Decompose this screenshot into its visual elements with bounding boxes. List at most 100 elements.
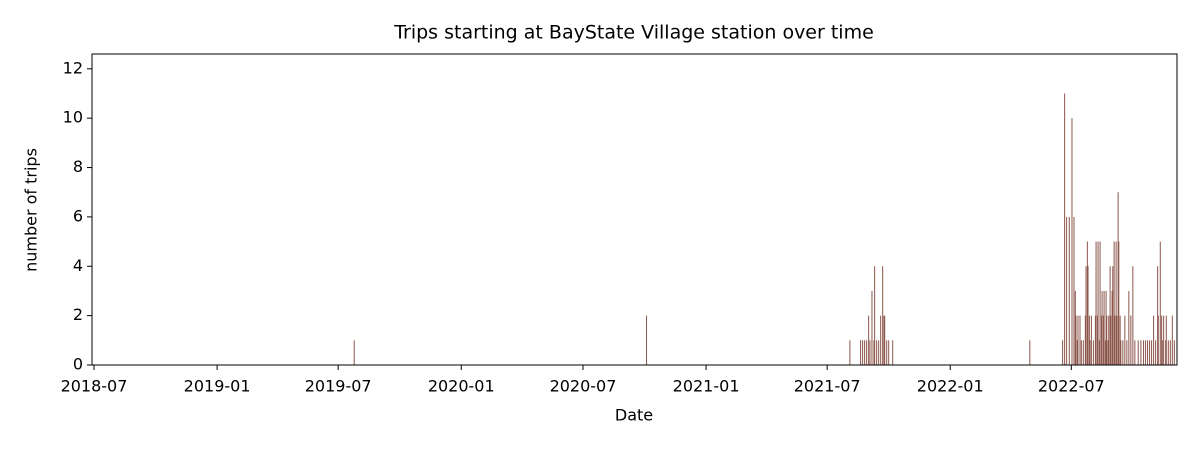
bar [1110,315,1112,365]
bar [1161,340,1163,365]
bar [1117,192,1119,365]
bar [1095,241,1097,365]
chart-title: Trips starting at BayState Village stati… [393,22,874,44]
bar [1115,241,1117,365]
bar [1151,340,1153,365]
bar [1122,340,1124,365]
x-tick-label: 2020-01 [428,377,495,396]
bar [864,340,866,365]
y-axis-label: number of trips [22,148,41,272]
bar [1112,266,1114,365]
bar [1119,315,1121,365]
bar [1130,315,1132,365]
bar [873,340,875,365]
y-tick-label: 8 [73,157,83,176]
bar [1071,118,1073,365]
bar [1128,290,1130,365]
x-tick-label: 2019-07 [305,377,372,396]
bar [1113,241,1115,365]
bar [1159,241,1161,365]
bar [1104,340,1106,365]
y-tick-label: 0 [73,355,83,374]
bar [1090,315,1092,365]
bar [1165,315,1167,365]
y-tick-label: 10 [63,108,83,127]
bar [1101,290,1103,365]
bar [1096,315,1098,365]
bar [1114,315,1116,365]
bar [883,315,885,365]
bar [1088,315,1090,365]
bar [892,340,894,365]
bar [646,315,648,365]
bar [1157,266,1159,365]
x-tick-label: 2021-07 [794,377,861,396]
bar [1084,315,1086,365]
bar [1111,290,1113,365]
bar [860,340,862,365]
bar [1099,241,1101,365]
bar [1077,315,1079,365]
bar [1075,315,1077,365]
bar [1064,93,1066,365]
x-tick-label: 2018-07 [61,377,128,396]
bar [1106,315,1108,365]
bar [1165,340,1167,365]
bar [1137,340,1139,365]
bar [880,315,882,365]
bar [1116,315,1118,365]
x-tick-label: 2022-07 [1038,377,1105,396]
bar [1140,340,1142,365]
y-tick-label: 4 [73,256,83,275]
bar [1118,241,1120,365]
bar [1080,340,1082,365]
bar [888,340,890,365]
bar [1155,340,1157,365]
x-axis-label: Date [615,406,653,425]
bar [1092,340,1094,365]
bar [876,340,878,365]
y-tick-label: 2 [73,305,83,324]
bar [1107,340,1109,365]
bar [1087,266,1089,365]
bar [1082,340,1084,365]
bar [1098,340,1100,365]
bar [1068,216,1070,365]
x-tick-label: 2021-01 [673,377,740,396]
bar [871,290,873,365]
bar [1171,315,1173,365]
y-tick-label: 6 [73,206,83,225]
bar [1029,340,1031,365]
bar [849,340,851,365]
bar [1076,340,1078,365]
bar [1124,315,1126,365]
bar [1105,290,1107,365]
bar [868,315,870,365]
bar [1145,340,1147,365]
bar [1103,290,1105,365]
y-tick-label: 12 [63,58,83,77]
bar [1149,340,1151,365]
x-tick-label: 2022-01 [917,377,984,396]
bar [1102,315,1104,365]
bar [1161,315,1163,365]
bar [1085,266,1087,365]
bar [1100,315,1102,365]
bar [1108,315,1110,365]
bar [1109,266,1111,365]
bar [878,340,880,365]
bar [882,266,884,365]
bar [1120,340,1122,365]
bar [1169,340,1171,365]
bar [1066,216,1068,365]
bar [1153,315,1155,365]
bar [1167,340,1169,365]
bar [874,266,876,365]
plot-frame [91,53,1178,366]
x-tick-label: 2019-01 [184,377,251,396]
bar [1073,216,1075,365]
bar [1062,340,1064,365]
x-tick-label: 2020-07 [550,377,617,396]
bar [1126,340,1128,365]
